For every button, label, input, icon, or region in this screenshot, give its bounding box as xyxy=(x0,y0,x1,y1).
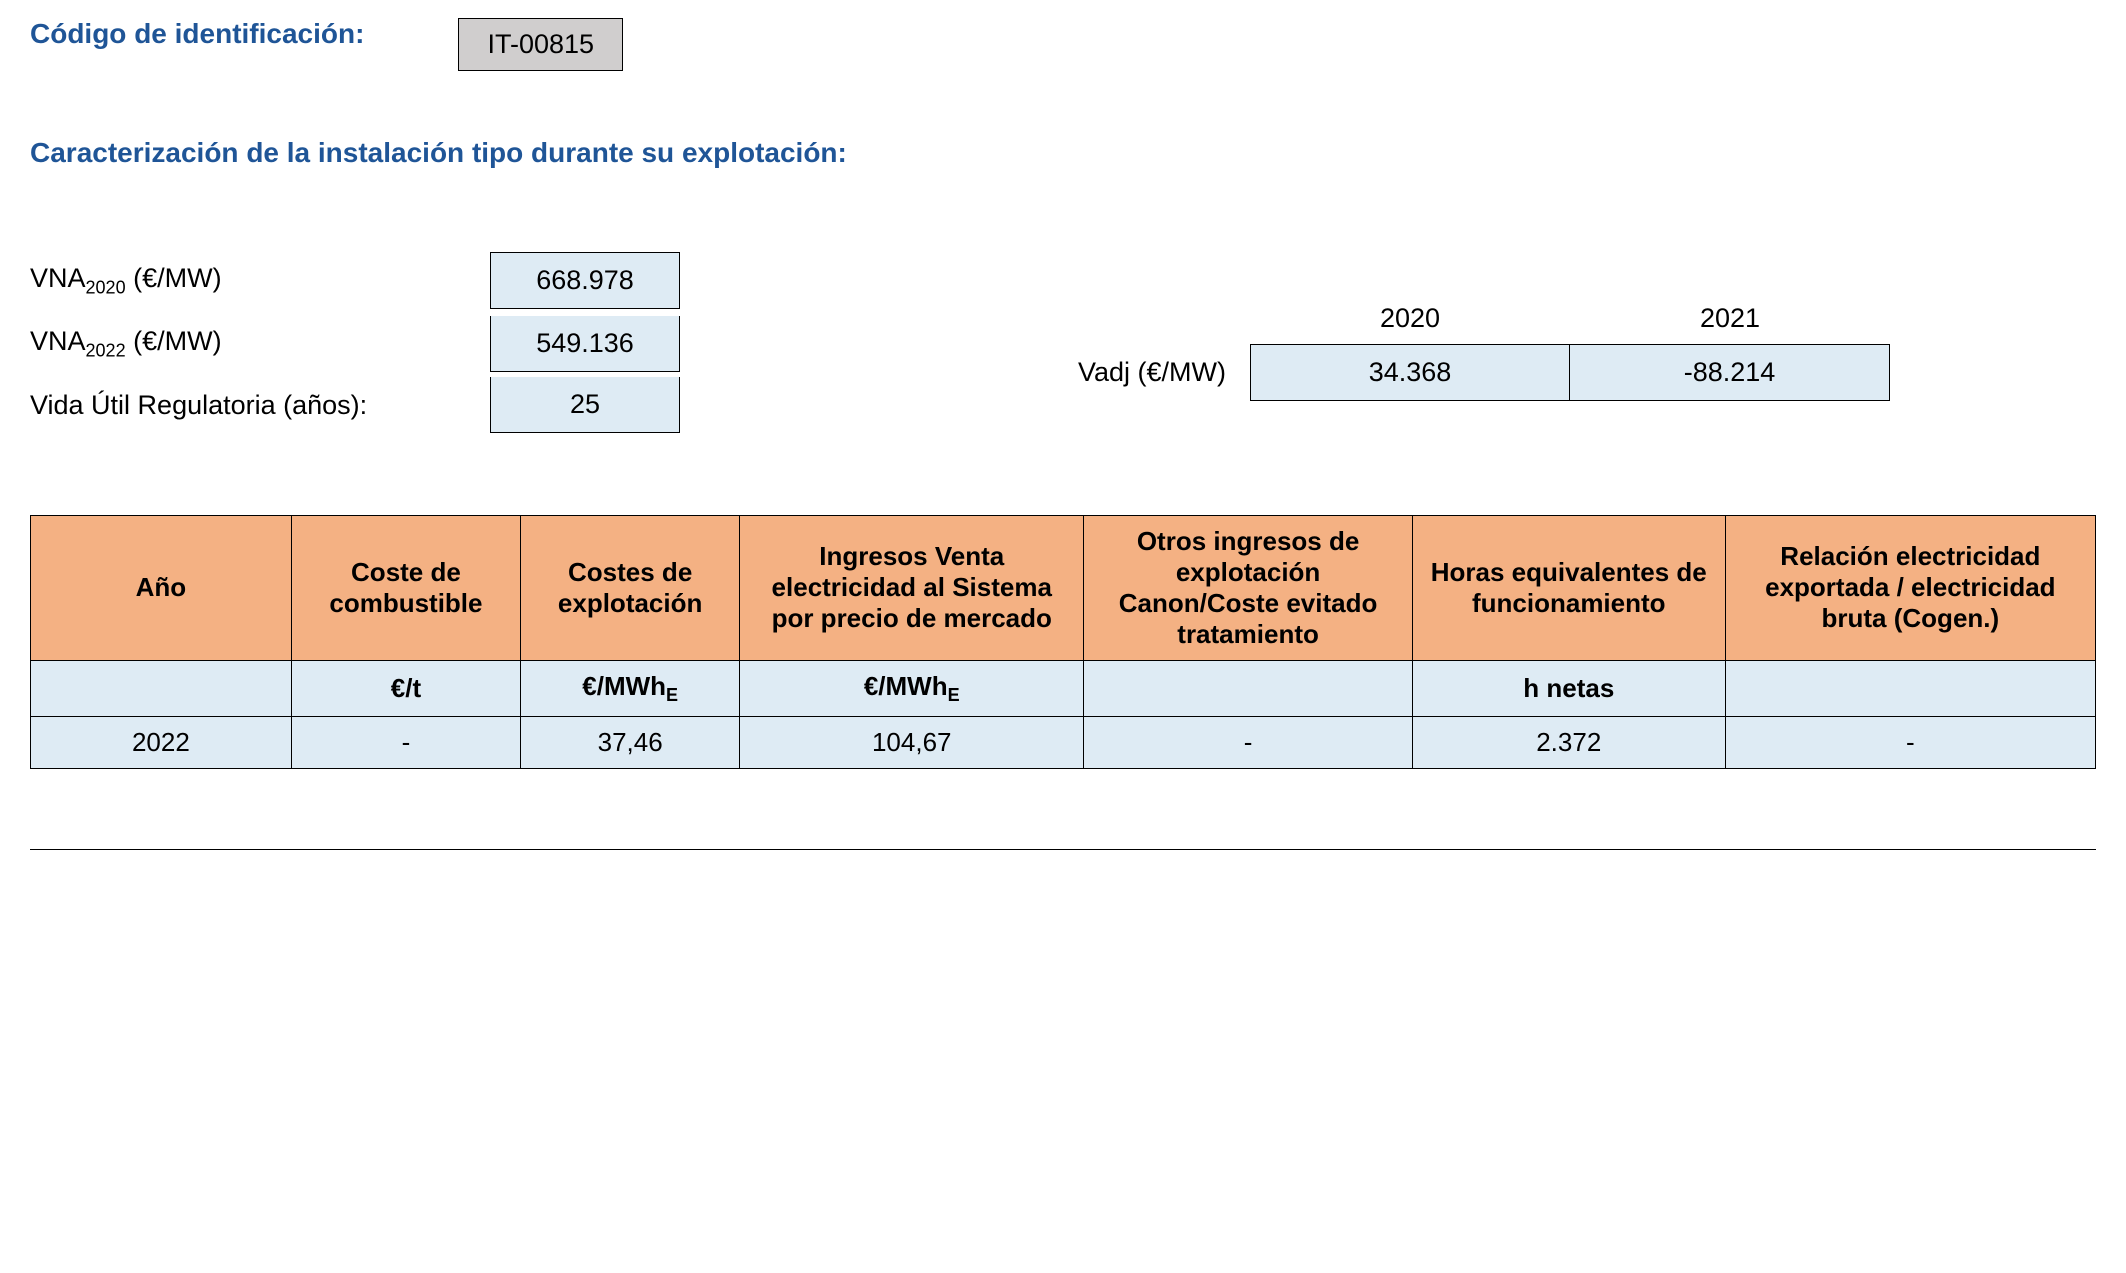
th-otros: Otros ingresos de explotación Canon/Cost… xyxy=(1084,515,1413,660)
unit-ing: €/MWhE xyxy=(740,660,1084,716)
cell-expl: 37,46 xyxy=(521,716,740,768)
vadj-year-2020: 2020 xyxy=(1250,303,1570,334)
cell-rel: - xyxy=(1725,716,2095,768)
unit-otros xyxy=(1084,660,1413,716)
vadj-label: Vadj (€/MW) xyxy=(1050,357,1250,388)
th-ano: Año xyxy=(31,515,292,660)
identification-label: Código de identificación: xyxy=(30,18,364,50)
cell-comb: - xyxy=(291,716,520,768)
exploitation-table: Año Coste de combustible Costes de explo… xyxy=(30,515,2096,769)
section-title: Caracterización de la instalación tipo d… xyxy=(30,137,2096,169)
th-ing: Ingresos Venta electricidad al Sistema p… xyxy=(740,515,1084,660)
vadj-grid: 2020 2021 Vadj (€/MW) 34.368 -88.214 xyxy=(1050,303,1890,401)
vadj-2020-value: 34.368 xyxy=(1250,344,1570,401)
vadj-year-2021: 2021 xyxy=(1570,303,1890,334)
params-row: VNA2020 (€/MW) 668.978 VNA2022 (€/MW) 54… xyxy=(30,249,2096,435)
th-comb: Coste de combustible xyxy=(291,515,520,660)
vadj-2021-value: -88.214 xyxy=(1570,344,1890,401)
table-header-row: Año Coste de combustible Costes de explo… xyxy=(31,515,2096,660)
identification-header: Código de identificación: IT-00815 xyxy=(30,18,2096,71)
cell-ing: 104,67 xyxy=(740,716,1084,768)
cell-otros: - xyxy=(1084,716,1413,768)
cell-ano: 2022 xyxy=(31,716,292,768)
unit-horas: h netas xyxy=(1412,660,1725,716)
unit-rel xyxy=(1725,660,2095,716)
vna-2022-value: 549.136 xyxy=(490,316,680,372)
unit-comb: €/t xyxy=(291,660,520,716)
vna-2020-value: 668.978 xyxy=(490,252,680,309)
table-units-row: €/t €/MWhE €/MWhE h netas xyxy=(31,660,2096,716)
th-expl: Costes de explotación xyxy=(521,515,740,660)
vna-2022-label: VNA2022 (€/MW) xyxy=(30,312,490,375)
footer-rule xyxy=(30,849,2096,850)
th-rel: Relación electricidad exportada / electr… xyxy=(1725,515,2095,660)
vida-util-value: 25 xyxy=(490,377,680,433)
unit-ano xyxy=(31,660,292,716)
th-horas: Horas equivalentes de funcionamiento xyxy=(1412,515,1725,660)
vna-2020-label: VNA2020 (€/MW) xyxy=(30,249,490,312)
table-row: 2022 - 37,46 104,67 - 2.372 - xyxy=(31,716,2096,768)
vida-util-label: Vida Útil Regulatoria (años): xyxy=(30,376,490,435)
unit-expl: €/MWhE xyxy=(521,660,740,716)
cell-horas: 2.372 xyxy=(1412,716,1725,768)
identification-code: IT-00815 xyxy=(458,18,623,71)
vna-grid: VNA2020 (€/MW) 668.978 VNA2022 (€/MW) 54… xyxy=(30,249,680,435)
